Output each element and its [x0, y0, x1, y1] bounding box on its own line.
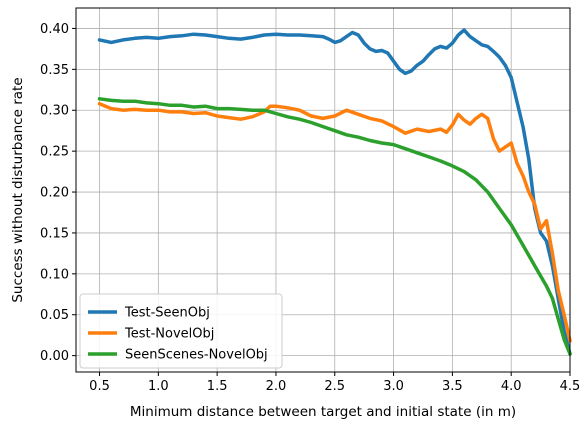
x-axis-label: Minimum distance between target and init… [130, 404, 516, 420]
y-tick-label: 0.30 [40, 104, 69, 119]
y-tick-label: 0.10 [40, 267, 69, 282]
series-line-test-novelobj [97, 101, 572, 343]
legend: Test-SeenObj Test-NovelObj SeenScenes-Nove… [79, 293, 283, 369]
y-tick-label: 0.40 [40, 22, 69, 37]
x-tick-label: 4.0 [501, 379, 522, 394]
y-tick-label: 0.25 [40, 145, 69, 160]
y-tick-label: 0.00 [40, 349, 69, 364]
x-tick-label: 0.5 [89, 379, 110, 394]
axis-ticks: 0.5 1.0 1.5 2.0 2.5 3.0 3.5 4.0 4.5 0.00 0.05 0.10 0… [40, 22, 580, 394]
x-tick-label: 3.0 [383, 379, 404, 394]
legend-label-test-novelobj: Test-NovelObj [124, 327, 214, 342]
legend-label-seenscenes-novelobj: SeenScenes-NovelObj [125, 348, 268, 363]
x-tick-label: 2.0 [266, 379, 287, 394]
series-line-test-seenobj [97, 28, 572, 356]
x-tick-label: 1.5 [207, 379, 228, 394]
series-line-seenscenes-novelobj [97, 97, 572, 356]
y-tick-label: 0.15 [40, 226, 69, 241]
x-tick-label: 2.5 [324, 379, 345, 394]
x-tick-label: 1.0 [148, 379, 169, 394]
y-tick-label: 0.20 [40, 186, 69, 201]
plot-frame [75, 7, 571, 373]
y-tick-label: 0.35 [40, 63, 69, 78]
x-tick-label: 4.5 [560, 379, 581, 394]
series-lines [97, 28, 572, 356]
legend-label-test-seenobj: Test-SeenObj [124, 306, 210, 321]
x-tick-label: 3.5 [442, 379, 463, 394]
y-axis-label: Success without disturbance rate [10, 77, 26, 302]
y-tick-label: 0.05 [40, 308, 69, 323]
legend-box [79, 293, 283, 369]
